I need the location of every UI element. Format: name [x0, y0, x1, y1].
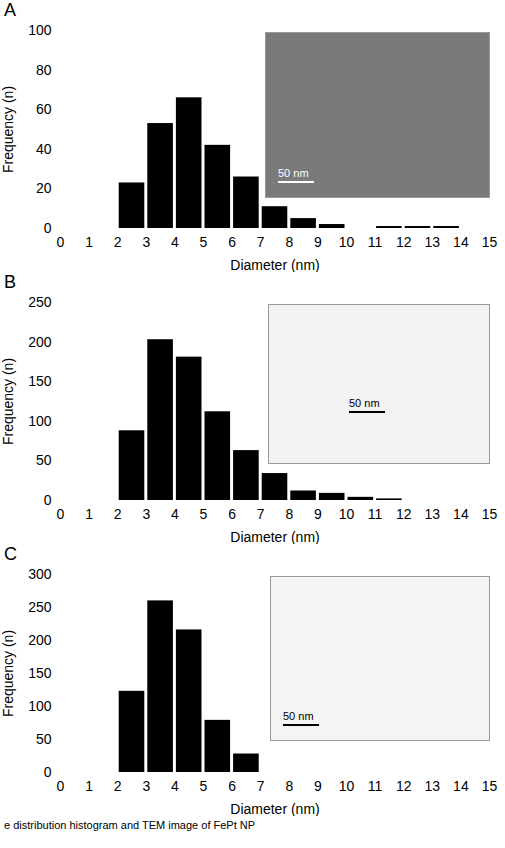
svg-text:12: 12 [396, 778, 412, 794]
svg-text:4: 4 [171, 234, 179, 250]
svg-text:150: 150 [28, 665, 52, 681]
svg-text:9: 9 [314, 506, 322, 522]
html-text:e distribution histogram and T: e distribution histogram and TEM image o… [4, 819, 256, 831]
svg-text:1: 1 [85, 234, 93, 250]
svg-text:50: 50 [36, 731, 52, 747]
svg-text:3: 3 [142, 234, 150, 250]
svg-text:10: 10 [339, 234, 355, 250]
svg-text:14: 14 [453, 506, 469, 522]
svg-text:0: 0 [57, 778, 65, 794]
svg-text:10: 10 [339, 778, 355, 794]
svg-text:Diameter (nm): Diameter (nm) [230, 529, 319, 545]
svg-text:11: 11 [368, 778, 383, 794]
svg-text:15: 15 [482, 778, 498, 794]
svg-text:3: 3 [142, 506, 150, 522]
svg-text:11: 11 [368, 506, 383, 522]
svg-text:1: 1 [85, 778, 93, 794]
svg-text:13: 13 [425, 778, 441, 794]
html-text:A: A [4, 0, 16, 20]
svg-text:6: 6 [228, 506, 236, 522]
html-text:B: B [4, 272, 16, 292]
svg-text:200: 200 [28, 334, 52, 350]
svg-text:4: 4 [171, 506, 179, 522]
svg-text:150: 150 [28, 373, 52, 389]
svg-text:300: 300 [28, 566, 52, 582]
svg-text:60: 60 [36, 101, 52, 117]
svg-text:20: 20 [36, 180, 52, 196]
svg-text:9: 9 [314, 778, 322, 794]
html-text:50 nm: 50 nm [283, 710, 314, 722]
svg-text:Frequency (n): Frequency (n) [0, 86, 16, 173]
svg-text:50: 50 [36, 452, 52, 468]
svg-text:8: 8 [285, 234, 293, 250]
svg-text:0: 0 [44, 492, 52, 508]
svg-text:14: 14 [453, 234, 469, 250]
svg-text:4: 4 [171, 778, 179, 794]
svg-text:13: 13 [425, 506, 441, 522]
svg-text:12: 12 [396, 506, 412, 522]
svg-text:15: 15 [482, 506, 498, 522]
svg-text:7: 7 [257, 778, 265, 794]
svg-text:7: 7 [257, 506, 265, 522]
svg-text:6: 6 [228, 234, 236, 250]
svg-text:100: 100 [28, 413, 52, 429]
svg-text:2: 2 [114, 506, 122, 522]
svg-text:Diameter (nm): Diameter (nm) [230, 801, 319, 817]
svg-text:7: 7 [257, 234, 265, 250]
html-text:C: C [4, 544, 17, 564]
svg-text:6: 6 [228, 778, 236, 794]
svg-text:12: 12 [396, 234, 412, 250]
svg-text:3: 3 [142, 778, 150, 794]
svg-text:2: 2 [114, 234, 122, 250]
svg-text:0: 0 [44, 764, 52, 780]
svg-text:Frequency (n): Frequency (n) [0, 630, 16, 717]
svg-text:8: 8 [285, 778, 293, 794]
svg-text:8: 8 [285, 506, 293, 522]
svg-text:0: 0 [57, 506, 65, 522]
svg-text:15: 15 [482, 234, 498, 250]
svg-text:40: 40 [36, 141, 52, 157]
svg-text:250: 250 [28, 294, 52, 310]
svg-text:80: 80 [36, 62, 52, 78]
svg-text:250: 250 [28, 599, 52, 615]
html-text:50 nm: 50 nm [278, 167, 309, 179]
svg-text:200: 200 [28, 632, 52, 648]
svg-text:2: 2 [114, 778, 122, 794]
svg-text:1: 1 [85, 506, 93, 522]
svg-text:100: 100 [28, 22, 52, 38]
svg-text:Frequency (n): Frequency (n) [0, 358, 16, 445]
svg-text:11: 11 [368, 234, 383, 250]
svg-text:0: 0 [44, 220, 52, 236]
svg-text:5: 5 [200, 506, 208, 522]
svg-text:5: 5 [200, 778, 208, 794]
svg-text:0: 0 [57, 234, 65, 250]
svg-text:13: 13 [425, 234, 441, 250]
svg-text:Diameter (nm): Diameter (nm) [230, 257, 319, 273]
html-text:50 nm: 50 nm [349, 397, 380, 409]
svg-text:100: 100 [28, 698, 52, 714]
svg-text:10: 10 [339, 506, 355, 522]
svg-text:14: 14 [453, 778, 469, 794]
svg-text:9: 9 [314, 234, 322, 250]
svg-text:5: 5 [200, 234, 208, 250]
